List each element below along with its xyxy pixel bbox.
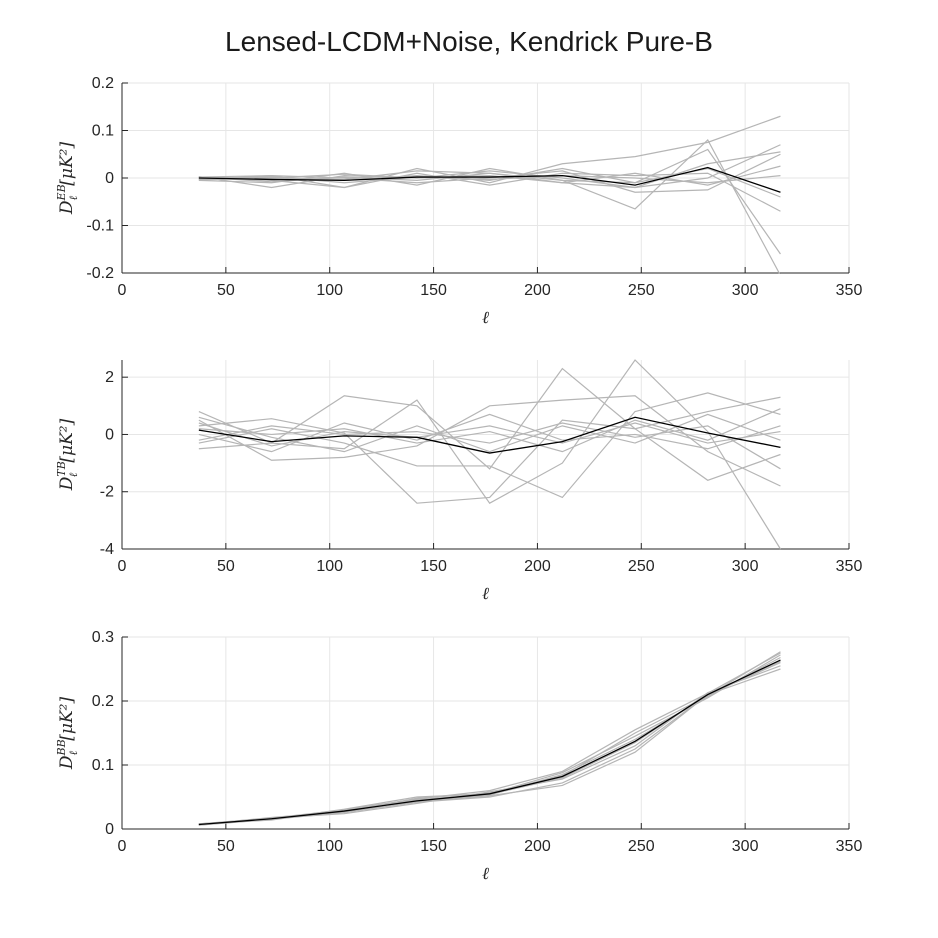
chart-1-ytick-label-3: 2 (105, 369, 114, 386)
chart-0-realization-line-6 (198, 151, 781, 189)
chart-1-realization-line-1 (198, 359, 781, 550)
chart-0-ytick-label-4: 0.2 (92, 75, 114, 92)
chart-0-ytick-label-1: -0.1 (86, 218, 114, 235)
chart-2-ylabel-sup: BB (55, 739, 68, 756)
chart-2-realization-line-7 (198, 660, 781, 825)
chart-0-xtick-label-6: 300 (732, 282, 759, 299)
chart-1-xtick-label-3: 150 (420, 558, 447, 575)
chart-0-xtick-label-3: 150 (420, 282, 447, 299)
chart-0-ylabel-sup: EB (55, 184, 68, 201)
chart-2-realization-line-0 (198, 652, 781, 825)
chart-2-ytick-label-2: 0.2 (92, 693, 114, 710)
chart-0-ylabel-sub: ℓ (67, 195, 80, 200)
chart-2-ytick-label-3: 0.3 (92, 629, 114, 646)
chart-1-ylabel-sup: TB (55, 461, 68, 476)
chart-1-mean-line (198, 416, 781, 454)
chart-1-realization-line-8 (198, 422, 781, 470)
chart-1-ytick-label-1: -2 (100, 484, 114, 501)
chart-0-xtick-label-5: 250 (628, 282, 655, 299)
chart-0-realization-line-2 (198, 148, 781, 255)
chart-2-ylabel-main: D (57, 755, 77, 770)
chart-2-mean-line (198, 659, 781, 826)
chart-2-ytick-label-0: 0 (105, 821, 114, 838)
chart-0-ylabel-main: D (57, 200, 77, 215)
chart-2-ylabel: DBBℓ [μK²] (55, 697, 80, 771)
chart-1-realization-line-2 (198, 396, 781, 504)
chart-2-ylabel-unit: [μK²] (57, 697, 77, 741)
chart-2-xtick-label-5: 250 (628, 838, 655, 855)
chart-1-realization-line-4 (198, 392, 781, 499)
panel-eb: 0 50 100 150 200 250 300 350-0.2-0.100.10.2ℓDEB… (55, 75, 862, 328)
panel-bb: 0 50 100 150 200 250 300 35000.10.20.3ℓDBBℓ[μK²… (55, 629, 862, 884)
chart-2-realization-line-5 (198, 662, 781, 826)
chart-1-xtick-label-7: 350 (836, 558, 863, 575)
chart-0-xtick-label-4: 200 (524, 282, 551, 299)
chart-2-xtick-label-7: 350 (836, 838, 863, 855)
chart-0-realization-line-1 (198, 139, 781, 274)
chart-2-realization-line-2 (198, 656, 781, 826)
chart-2-xtick-label-0: 0 (118, 838, 127, 855)
chart-0-ylabel-unit: [μK²] (57, 142, 77, 186)
chart-0-xtick-label-1: 50 (217, 282, 235, 299)
chart-1-ylabel-unit: [μK²] (57, 418, 77, 462)
chart-0-xtick-label-7: 350 (836, 282, 863, 299)
chart-1-realization-line-0 (198, 367, 781, 481)
chart-0-xlabel: ℓ (482, 308, 489, 328)
chart-1-ytick-label-0: -4 (100, 541, 114, 558)
chart-1-xlabel: ℓ (482, 584, 489, 604)
chart-0-xtick-label-0: 0 (118, 282, 127, 299)
chart-2-realization-line-3 (198, 665, 781, 826)
chart-1-xtick-label-5: 250 (628, 558, 655, 575)
chart-1-ytick-label-2: 0 (105, 426, 114, 443)
chart-1-realization-line-7 (198, 408, 781, 453)
chart-2-xtick-label-1: 50 (217, 838, 235, 855)
chart-2-realization-line-6 (198, 651, 781, 826)
chart-1-realization-line-6 (198, 413, 781, 453)
chart-1-xtick-label-6: 300 (732, 558, 759, 575)
chart-2-xtick-label-3: 150 (420, 838, 447, 855)
chart-1-xtick-label-4: 200 (524, 558, 551, 575)
chart-1-realization-line-9 (198, 422, 781, 447)
chart-1-xtick-label-0: 0 (118, 558, 127, 575)
chart-1-ylabel: DTBℓ [μK²] (55, 418, 80, 491)
chart-0-mean-line (198, 166, 781, 193)
chart-0-ytick-label-2: 0 (105, 170, 114, 187)
chart-0-ytick-label-0: -0.2 (86, 265, 114, 282)
chart-0-ylabel: DEBℓ [μK²] (55, 142, 80, 216)
chart-2-ytick-label-1: 0.1 (92, 757, 114, 774)
chart-2-xtick-label-4: 200 (524, 838, 551, 855)
figure-title: Lensed-LCDM+Noise, Kendrick Pure-B (225, 26, 713, 57)
chart-1-ylabel-main: D (57, 476, 77, 491)
chart-2-ylabel-sub: ℓ (67, 750, 80, 755)
chart-2-xtick-label-2: 100 (316, 838, 343, 855)
chart-0-realization-line-9 (198, 165, 781, 186)
chart-1-xtick-label-1: 50 (217, 558, 235, 575)
chart-0-ytick-label-3: 0.1 (92, 123, 114, 140)
chart-2-xlabel: ℓ (482, 864, 489, 884)
chart-2-realization-line-4 (198, 654, 781, 825)
chart-2-realization-line-1 (198, 668, 781, 826)
chart-1-xtick-label-2: 100 (316, 558, 343, 575)
chart-2-xtick-label-6: 300 (732, 838, 759, 855)
chart-1-ylabel-sub: ℓ (67, 472, 80, 477)
chart-0-xtick-label-2: 100 (316, 282, 343, 299)
